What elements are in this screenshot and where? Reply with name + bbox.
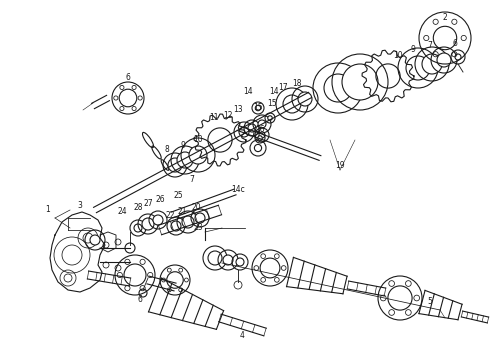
- Circle shape: [283, 95, 301, 113]
- Circle shape: [259, 132, 265, 138]
- Circle shape: [239, 127, 249, 137]
- Text: 5: 5: [428, 297, 433, 306]
- Text: 15: 15: [253, 103, 263, 112]
- Circle shape: [223, 255, 233, 265]
- Text: 15: 15: [267, 99, 277, 108]
- Circle shape: [142, 218, 154, 230]
- Circle shape: [437, 53, 451, 67]
- Circle shape: [90, 235, 100, 245]
- Circle shape: [406, 56, 430, 80]
- Circle shape: [182, 216, 194, 228]
- Text: 14: 14: [269, 87, 279, 96]
- Text: 26: 26: [155, 195, 165, 204]
- Circle shape: [189, 146, 207, 164]
- Text: 6: 6: [125, 73, 130, 82]
- Text: 20: 20: [191, 202, 201, 211]
- Circle shape: [298, 92, 312, 106]
- Circle shape: [177, 152, 193, 168]
- Circle shape: [62, 245, 82, 265]
- Text: 24: 24: [117, 207, 127, 216]
- Text: 3: 3: [77, 201, 82, 210]
- Text: 10: 10: [393, 50, 403, 59]
- Text: 22: 22: [165, 211, 175, 220]
- Text: 14c: 14c: [231, 185, 245, 194]
- Text: 18: 18: [292, 80, 302, 89]
- Circle shape: [455, 54, 461, 60]
- Text: 2: 2: [442, 13, 447, 22]
- Text: 28: 28: [133, 203, 143, 212]
- Text: 19: 19: [335, 161, 345, 170]
- Text: 7: 7: [428, 41, 433, 50]
- Text: 17: 17: [278, 84, 288, 93]
- Circle shape: [388, 286, 412, 310]
- Text: 21: 21: [177, 207, 187, 216]
- Circle shape: [171, 221, 181, 231]
- Circle shape: [168, 158, 182, 172]
- Text: 6: 6: [453, 39, 458, 48]
- Text: 13: 13: [233, 105, 243, 114]
- Text: 6: 6: [138, 296, 143, 305]
- Text: 14: 14: [243, 87, 253, 96]
- Circle shape: [119, 89, 137, 107]
- Circle shape: [134, 224, 142, 232]
- Circle shape: [153, 215, 163, 225]
- Text: 1: 1: [46, 206, 50, 215]
- Circle shape: [258, 136, 262, 140]
- Circle shape: [254, 144, 262, 152]
- Text: 27: 27: [143, 199, 153, 208]
- Circle shape: [124, 264, 146, 286]
- Circle shape: [255, 105, 261, 111]
- Text: 16: 16: [255, 126, 265, 135]
- Circle shape: [324, 74, 352, 102]
- Circle shape: [268, 116, 272, 120]
- Circle shape: [195, 213, 205, 223]
- Circle shape: [208, 251, 222, 265]
- Text: 8: 8: [165, 145, 170, 154]
- Circle shape: [258, 120, 266, 128]
- Text: 12: 12: [223, 111, 233, 120]
- Text: 10: 10: [193, 135, 203, 144]
- Circle shape: [64, 274, 72, 282]
- Text: 11: 11: [209, 113, 219, 122]
- Circle shape: [260, 258, 280, 278]
- Text: 4: 4: [240, 330, 245, 339]
- Text: 9: 9: [180, 140, 185, 149]
- Circle shape: [422, 54, 442, 74]
- Circle shape: [83, 233, 93, 243]
- Circle shape: [167, 272, 183, 288]
- Text: 7: 7: [190, 175, 195, 184]
- Circle shape: [248, 124, 256, 132]
- Text: 25: 25: [173, 190, 183, 199]
- Text: 23: 23: [193, 224, 203, 233]
- Text: 9: 9: [411, 45, 416, 54]
- Circle shape: [342, 64, 378, 100]
- Circle shape: [236, 258, 244, 266]
